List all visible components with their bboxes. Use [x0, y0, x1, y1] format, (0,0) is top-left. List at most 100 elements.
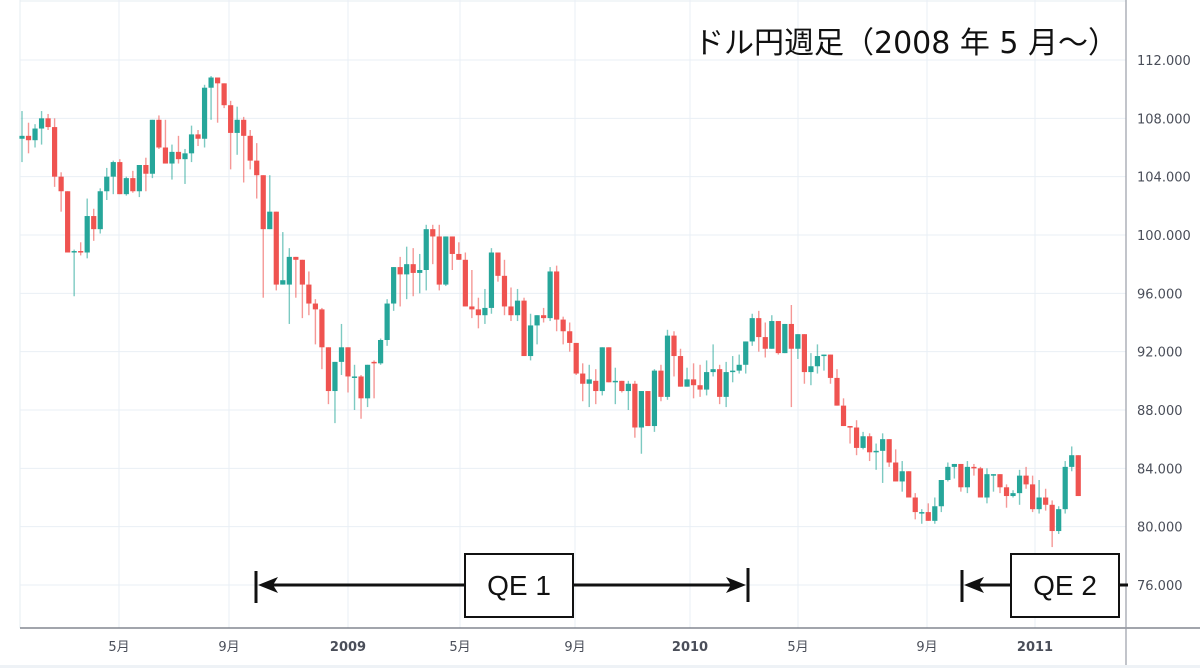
candle: [775, 321, 781, 354]
candle: [925, 512, 931, 521]
candle: [567, 331, 573, 343]
candle: [1010, 493, 1016, 497]
candle: [873, 450, 879, 453]
candle: [762, 337, 768, 349]
candle: [977, 468, 984, 498]
x-tick-label: 9月: [564, 640, 585, 655]
candle: [801, 334, 807, 373]
candle: [814, 356, 821, 367]
candle: [156, 119, 162, 148]
candle: [201, 87, 208, 139]
y-tick-label: 104.000: [1137, 171, 1191, 186]
candle: [625, 383, 631, 392]
candle: [495, 252, 501, 276]
candle: [312, 303, 318, 310]
candle: [117, 162, 123, 195]
candle: [606, 347, 612, 383]
candle: [717, 369, 723, 397]
candle: [182, 153, 188, 160]
candle: [893, 462, 899, 482]
candle: [208, 77, 214, 88]
candle: [501, 275, 508, 307]
x-tick-label: 9月: [218, 640, 239, 655]
candle: [508, 306, 514, 316]
candle: [228, 105, 234, 133]
candle: [664, 335, 671, 397]
candle: [436, 236, 442, 285]
candle: [697, 385, 703, 390]
candle: [247, 135, 253, 161]
candle: [397, 267, 403, 275]
x-tick-label: 5月: [787, 640, 808, 655]
candle: [971, 466, 977, 469]
chart-title: ドル円週足（2008 年 5 月〜）: [694, 26, 1119, 61]
candle: [91, 216, 97, 230]
candle: [462, 259, 468, 307]
candle: [325, 347, 332, 392]
candle: [690, 379, 697, 386]
candle: [71, 251, 77, 253]
candle: [899, 471, 905, 482]
candle: [299, 259, 305, 285]
candle: [586, 379, 592, 384]
candle: [38, 118, 45, 129]
candle: [945, 466, 951, 480]
candle: [215, 77, 221, 84]
candle: [821, 354, 827, 357]
candle: [188, 134, 195, 154]
candle: [45, 118, 51, 128]
candle: [65, 191, 71, 253]
candle: [710, 369, 716, 373]
candle: [1043, 497, 1049, 505]
candle: [853, 427, 860, 448]
candle: [345, 347, 351, 377]
candle: [1023, 475, 1029, 485]
candle: [449, 236, 455, 254]
candle: [384, 303, 390, 340]
candle: [169, 151, 175, 164]
candle: [958, 463, 964, 488]
candle: [104, 176, 110, 192]
gridlines: [19, 0, 1126, 628]
candle: [645, 391, 651, 427]
qe1-label-box: QE 1: [464, 553, 574, 618]
candle: [704, 372, 710, 390]
candle: [743, 341, 749, 365]
qe-arrows: [254, 568, 1128, 603]
candle: [593, 380, 599, 392]
candle: [430, 229, 436, 237]
x-tick-label: 2011: [1017, 640, 1053, 655]
candle: [769, 321, 775, 349]
y-tick-label: 112.000: [1137, 54, 1191, 69]
candle: [560, 319, 566, 332]
candle: [612, 380, 618, 383]
candle: [306, 284, 312, 304]
candle: [97, 191, 103, 230]
candle: [364, 364, 371, 399]
x-tick-label: 9月: [916, 640, 937, 655]
candle: [19, 135, 25, 139]
x-tick-label: 2009: [330, 640, 366, 655]
candle: [1030, 484, 1036, 510]
candle: [1062, 466, 1068, 510]
candle: [456, 253, 462, 260]
candle: [1056, 509, 1062, 532]
candle: [293, 256, 299, 260]
candle: [951, 463, 957, 467]
candle: [638, 391, 644, 428]
candle: [58, 176, 64, 192]
candle: [736, 364, 742, 371]
x-tick-label: 5月: [108, 640, 129, 655]
candle: [658, 370, 664, 397]
candle: [906, 471, 912, 498]
candle: [417, 270, 423, 273]
candle: [756, 318, 762, 338]
candle: [599, 347, 605, 392]
candle: [78, 251, 84, 253]
candles: [19, 76, 1081, 548]
candle: [749, 318, 755, 342]
candle: [162, 147, 169, 164]
candle: [332, 361, 338, 392]
candle: [280, 280, 286, 285]
candle: [241, 119, 247, 136]
